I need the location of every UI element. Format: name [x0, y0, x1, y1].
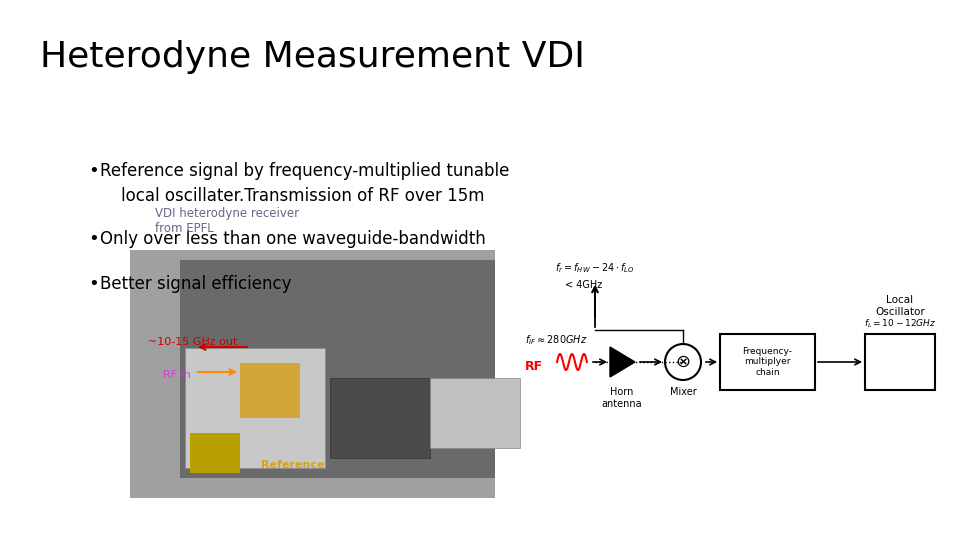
Text: Better signal efficiency: Better signal efficiency: [100, 275, 292, 293]
Bar: [430, 378, 520, 448]
Bar: [330, 378, 430, 458]
Bar: [130, 250, 495, 498]
Text: $f_{IF} \approx 280GHz$: $f_{IF} \approx 280GHz$: [525, 333, 588, 347]
Text: Horn
antenna: Horn antenna: [602, 387, 642, 409]
Text: RF in: RF in: [163, 370, 191, 380]
Text: Reference: Reference: [261, 460, 324, 470]
Bar: [185, 348, 325, 468]
Text: Only over less than one waveguide-bandwidth: Only over less than one waveguide-bandwi…: [100, 230, 486, 248]
Text: $f_L = 10-12GHz$: $f_L = 10-12GHz$: [864, 318, 936, 330]
Bar: [240, 363, 300, 418]
Text: •: •: [88, 275, 99, 293]
Text: VDI heterodyne receiver
from EPFL: VDI heterodyne receiver from EPFL: [155, 207, 300, 235]
Text: Mixer: Mixer: [670, 387, 696, 397]
Text: •: •: [88, 230, 99, 248]
Text: Local
Oscillator: Local Oscillator: [876, 295, 924, 317]
Text: RF: RF: [525, 361, 543, 374]
Polygon shape: [610, 347, 635, 377]
Bar: [720, 334, 815, 390]
Text: Frequency-
multiplyer
chain: Frequency- multiplyer chain: [742, 347, 793, 377]
Bar: [865, 334, 935, 390]
Bar: [190, 433, 240, 473]
Text: $f_r = f_{HW} - 24 \cdot f_{LO}$: $f_r = f_{HW} - 24 \cdot f_{LO}$: [555, 261, 635, 275]
Text: Heterodyne Measurement VDI: Heterodyne Measurement VDI: [40, 40, 585, 74]
Text: •: •: [88, 162, 99, 180]
Text: $\otimes$: $\otimes$: [675, 353, 690, 371]
Bar: [180, 260, 495, 478]
Text: Reference signal by frequency-multiplied tunable
    local oscillater.Transmissi: Reference signal by frequency-multiplied…: [100, 162, 510, 205]
Text: ~10-15 GHz out: ~10-15 GHz out: [148, 337, 237, 347]
Text: < 4GHz: < 4GHz: [565, 280, 602, 290]
